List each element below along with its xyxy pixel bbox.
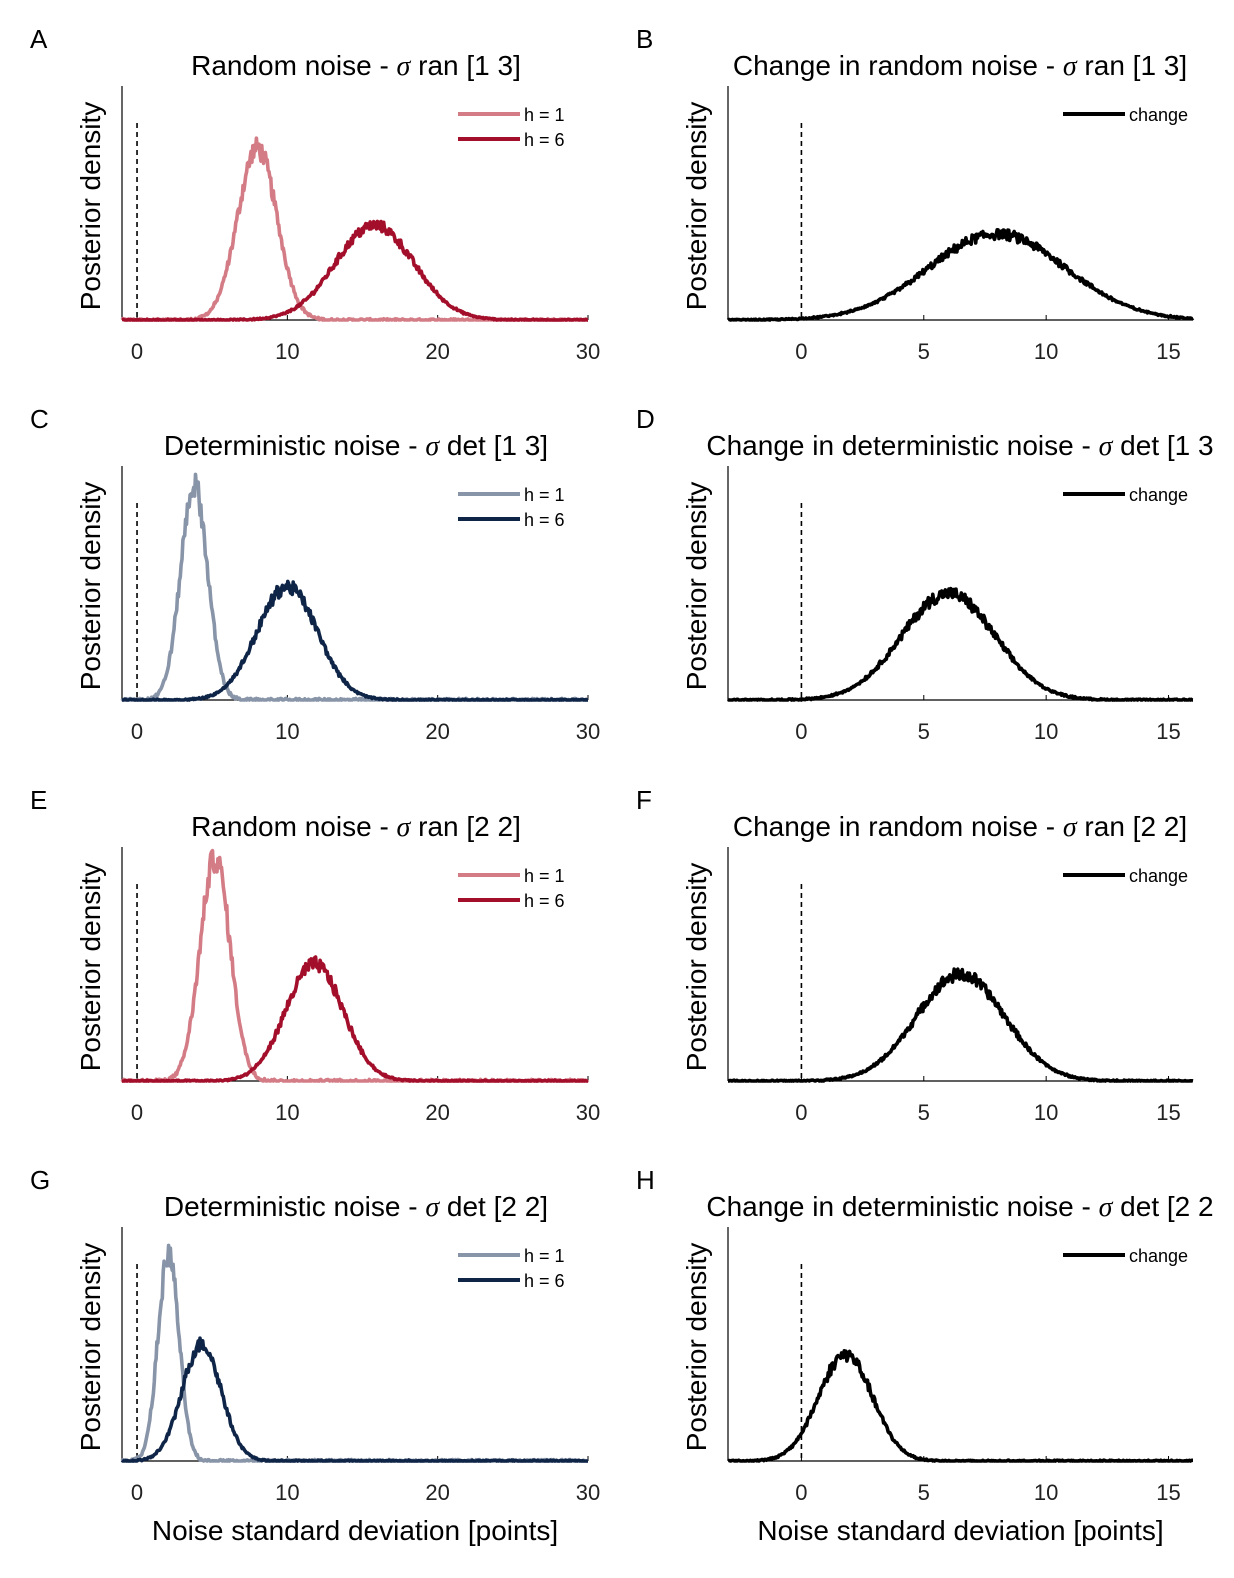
- x-tick-label: 10: [1034, 339, 1058, 364]
- legend-label: change: [1129, 105, 1188, 125]
- series-line: [120, 848, 590, 1083]
- x-tick-label: 0: [131, 1100, 143, 1125]
- x-tick-label: 0: [795, 339, 807, 364]
- series-line: [120, 1336, 589, 1463]
- y-axis-label: Posterior density: [75, 102, 106, 311]
- x-tick-label: 20: [425, 719, 449, 744]
- panel-title: Deterministic noise - σ det [1 3]: [164, 430, 548, 462]
- x-tick-label: 5: [918, 1100, 930, 1125]
- x-tick-label: 30: [576, 719, 600, 744]
- legend-label: h = 6: [524, 130, 565, 150]
- x-tick-label: 15: [1156, 1480, 1180, 1505]
- x-tick-label: 20: [425, 1480, 449, 1505]
- series-line: [121, 579, 589, 702]
- panel-label: C: [30, 404, 49, 434]
- series-line: [727, 586, 1194, 702]
- x-tick-label: 0: [131, 719, 143, 744]
- panel-title: Change in deterministic noise - σ det [1…: [706, 430, 1213, 462]
- x-tick-label: 0: [795, 1100, 807, 1125]
- x-tick-label: 0: [795, 719, 807, 744]
- panel-title: Change in random noise - σ ran [1 3]: [733, 50, 1187, 82]
- legend-label: h = 1: [524, 485, 565, 505]
- x-tick-label: 10: [1034, 1480, 1058, 1505]
- panel-d: D Change in deterministic noise - σ det […: [636, 404, 1214, 744]
- panel-title: Change in random noise - σ ran [2 2]: [733, 811, 1187, 843]
- x-tick-label: 20: [425, 339, 449, 364]
- panel-c: C Deterministic noise - σ det [1 3] Poster…: [30, 404, 600, 744]
- panel-e: E Random noise - σ ran [2 2] Posterior den…: [30, 785, 600, 1125]
- x-tick-label: 15: [1156, 1100, 1180, 1125]
- legend-label: change: [1129, 866, 1188, 886]
- series-line: [727, 228, 1195, 322]
- x-tick-label: 0: [131, 1480, 143, 1505]
- x-tick-label: 10: [1034, 1100, 1058, 1125]
- series-line: [121, 955, 589, 1083]
- legend-label: h = 1: [524, 866, 565, 886]
- x-tick-label: 30: [576, 1480, 600, 1505]
- panel-label: G: [30, 1165, 50, 1195]
- x-tick-label: 10: [275, 1480, 299, 1505]
- x-tick-label: 5: [918, 1480, 930, 1505]
- x-tick-label: 10: [275, 1100, 299, 1125]
- series-line: [727, 967, 1194, 1083]
- panel-label: B: [636, 24, 653, 54]
- x-tick-label: 30: [576, 339, 600, 364]
- panel-g: G Deterministic noise - σ det [2 2] Poster…: [30, 1165, 600, 1546]
- x-tick-label: 10: [1034, 719, 1058, 744]
- legend-label: h = 1: [524, 1246, 565, 1266]
- legend-label: change: [1129, 485, 1188, 505]
- y-axis-label: Posterior density: [75, 1243, 106, 1452]
- series-line: [120, 472, 589, 702]
- x-tick-label: 0: [131, 339, 143, 364]
- legend-label: h = 6: [524, 891, 565, 911]
- panel-b: B Change in random noise - σ ran [1 3] Pos…: [636, 24, 1195, 364]
- panel-label: F: [636, 785, 652, 815]
- legend-label: h = 6: [524, 1271, 565, 1291]
- panel-h: H Change in deterministic noise - σ det […: [636, 1165, 1214, 1546]
- x-tick-label: 10: [275, 339, 299, 364]
- x-axis-label: Noise standard deviation [points]: [757, 1515, 1163, 1546]
- x-tick-label: 15: [1156, 339, 1180, 364]
- legend-label: change: [1129, 1246, 1188, 1266]
- panel-label: D: [636, 404, 655, 434]
- panel-label: H: [636, 1165, 655, 1195]
- series-line: [121, 219, 589, 322]
- y-axis-label: Posterior density: [681, 482, 712, 691]
- x-tick-label: 15: [1156, 719, 1180, 744]
- y-axis-label: Posterior density: [75, 482, 106, 691]
- y-axis-label: Posterior density: [75, 863, 106, 1072]
- y-axis-label: Posterior density: [681, 102, 712, 311]
- x-tick-label: 5: [918, 339, 930, 364]
- x-tick-label: 30: [576, 1100, 600, 1125]
- panel-label: A: [30, 24, 48, 54]
- x-tick-label: 20: [425, 1100, 449, 1125]
- legend-label: h = 1: [524, 105, 565, 125]
- panel-a: A Random noise - σ ran [1 3] Posterior den…: [30, 24, 600, 364]
- panel-title: Deterministic noise - σ det [2 2]: [164, 1191, 548, 1223]
- panel-f: F Change in random noise - σ ran [2 2] Pos…: [636, 785, 1194, 1125]
- panel-title: Random noise - σ ran [1 3]: [191, 50, 521, 82]
- series-line: [120, 136, 589, 322]
- x-axis-label: Noise standard deviation [points]: [152, 1515, 558, 1546]
- panel-title: Change in deterministic noise - σ det [2…: [706, 1191, 1213, 1223]
- y-axis-label: Posterior density: [681, 1243, 712, 1452]
- panel-title: Random noise - σ ran [2 2]: [191, 811, 521, 843]
- y-axis-label: Posterior density: [681, 863, 712, 1072]
- series-line: [727, 1349, 1194, 1463]
- x-tick-label: 0: [795, 1480, 807, 1505]
- x-tick-label: 10: [275, 719, 299, 744]
- panel-label: E: [30, 785, 47, 815]
- legend-label: h = 6: [524, 510, 565, 530]
- x-tick-label: 5: [918, 719, 930, 744]
